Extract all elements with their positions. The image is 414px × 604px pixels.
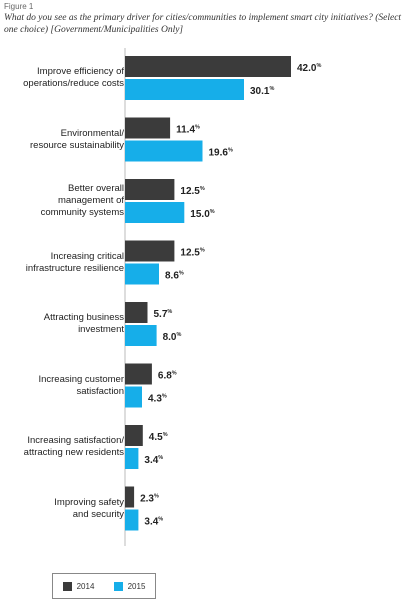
percent-suffix: % bbox=[228, 148, 233, 154]
category-label-7: Improving safety and security bbox=[0, 497, 124, 521]
bar-2015-5 bbox=[125, 386, 142, 408]
category-label-2: Better overall management of community sys… bbox=[0, 183, 124, 219]
survey-question: What do you see as the primary driver fo… bbox=[4, 13, 402, 35]
legend-label-2014: 2014 bbox=[76, 581, 95, 591]
percent-suffix: % bbox=[172, 371, 177, 377]
category-label-5: Increasing customer satisfaction bbox=[0, 374, 124, 398]
category-label-line: Increasing critical bbox=[50, 250, 124, 262]
category-label-line: satisfaction bbox=[76, 385, 124, 397]
category-label-6: Increasing satisfaction/attracting new r… bbox=[0, 435, 124, 459]
legend: 2014 2015 bbox=[52, 573, 156, 599]
figure-label: Figure 1 bbox=[4, 2, 34, 11]
category-label-line: community systems bbox=[40, 207, 124, 218]
data-label-2014-4: 5.7% bbox=[154, 309, 173, 320]
bar-2015-1 bbox=[125, 140, 203, 162]
category-label-line: Increasing customer bbox=[38, 373, 124, 385]
bar-2014-4 bbox=[125, 302, 148, 323]
bar-2015-6 bbox=[125, 448, 139, 469]
percent-suffix: % bbox=[158, 517, 163, 523]
data-label-2014-2: 12.5% bbox=[180, 186, 204, 197]
category-label-line: Environmental/ bbox=[60, 127, 124, 139]
category-label-line: Better overall bbox=[68, 183, 124, 194]
data-label-2015-6: 3.4% bbox=[144, 455, 163, 466]
data-label-2014-7: 2.3% bbox=[140, 494, 159, 505]
legend-item-2015: 2015 bbox=[113, 581, 146, 591]
percent-suffix: % bbox=[200, 248, 205, 254]
bar-2014-3 bbox=[125, 240, 175, 262]
percent-suffix: % bbox=[195, 125, 200, 131]
data-label-2015-2: 15.0% bbox=[190, 209, 214, 220]
category-label-line: resource sustainability bbox=[30, 139, 124, 151]
percent-suffix: % bbox=[163, 432, 168, 438]
percent-suffix: % bbox=[210, 209, 215, 215]
percent-suffix: % bbox=[177, 332, 182, 338]
bar-2014-1 bbox=[125, 117, 171, 139]
legend-swatch-2014 bbox=[62, 581, 72, 591]
category-label-0: Improve efficiency of operations/reduce c… bbox=[0, 66, 124, 90]
bar-2015-7 bbox=[125, 509, 139, 531]
category-label-line: operations/reduce costs bbox=[23, 78, 124, 89]
data-label-2014-3: 12.5% bbox=[180, 248, 204, 259]
bar-2014-5 bbox=[125, 363, 152, 385]
data-label-2015-4: 8.0% bbox=[163, 332, 182, 343]
category-label-line: Attracting business bbox=[43, 312, 124, 323]
data-label-2015-1: 19.6% bbox=[209, 148, 233, 159]
category-label-line: and security bbox=[72, 508, 124, 520]
data-label-2014-5: 6.8% bbox=[158, 371, 177, 382]
data-label-2015-0: 30.1% bbox=[250, 86, 274, 97]
data-label-2015-5: 4.3% bbox=[148, 394, 167, 405]
category-label-line: investment bbox=[78, 324, 124, 335]
category-label-1: Environmental/resource sustainability bbox=[0, 128, 124, 152]
category-label-line: Increasing satisfaction/ bbox=[27, 435, 124, 446]
legend-swatch-2015 bbox=[113, 581, 123, 591]
bar-2015-0 bbox=[125, 79, 244, 100]
bar-2014-0 bbox=[125, 56, 291, 77]
category-label-line: infrastructure resilience bbox=[25, 262, 124, 274]
percent-suffix: % bbox=[154, 494, 159, 500]
category-label-line: attracting new residents bbox=[23, 447, 124, 458]
data-label-2014-1: 11.4% bbox=[176, 125, 200, 136]
data-label-2014-6: 4.5% bbox=[149, 432, 168, 443]
category-label-3: Increasing critical infrastructure resili… bbox=[0, 251, 124, 275]
bar-2015-3 bbox=[125, 263, 159, 285]
percent-suffix: % bbox=[179, 271, 184, 277]
percent-suffix: % bbox=[158, 455, 163, 461]
percent-suffix: % bbox=[200, 186, 205, 192]
percent-suffix: % bbox=[269, 86, 274, 92]
legend-label-2015: 2015 bbox=[127, 581, 146, 591]
percent-suffix: % bbox=[162, 394, 167, 400]
category-label-line: Improving safety bbox=[54, 496, 124, 508]
bar-2015-4 bbox=[125, 325, 157, 346]
bar-2014-6 bbox=[125, 425, 143, 446]
data-label-2015-7: 3.4% bbox=[144, 517, 163, 528]
bar-2014-2 bbox=[125, 179, 175, 200]
category-label-line: management of bbox=[57, 195, 124, 206]
percent-suffix: % bbox=[167, 309, 172, 315]
percent-suffix: % bbox=[316, 63, 321, 69]
bar-2015-2 bbox=[125, 202, 185, 223]
data-label-2014-0: 42.0% bbox=[297, 63, 321, 74]
legend-item-2014: 2014 bbox=[62, 581, 95, 591]
category-label-4: Attracting business investment bbox=[0, 312, 124, 336]
bar-2014-7 bbox=[125, 486, 135, 508]
category-label-line: Improve efficiency of bbox=[37, 66, 124, 77]
data-label-2015-3: 8.6% bbox=[165, 271, 184, 282]
